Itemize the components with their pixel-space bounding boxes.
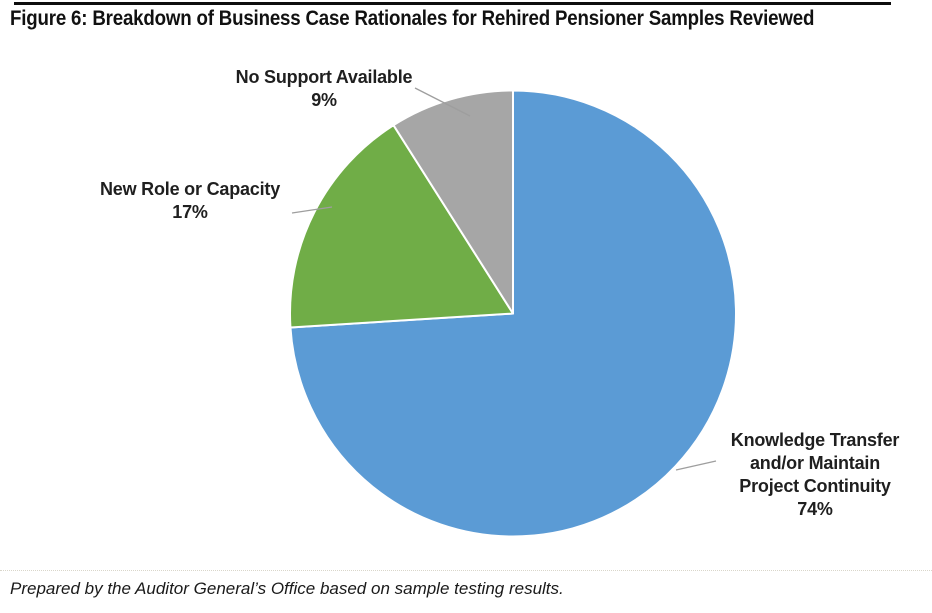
pie-slice-no-support-available [392,89,514,315]
callout-knowledge-transfer: Knowledge Transfer and/or Maintain Proje… [655,429,932,521]
callout-new-role: New Role or Capacity 17% [30,178,350,224]
footer-divider-line [0,570,932,571]
callout-no-support-label: No Support Available [235,67,413,87]
callout-knowledge-line-1: Knowledge Transfer [730,430,900,450]
leader-line-knowledge [675,460,717,471]
pie-slices [289,89,737,538]
callout-new-role-value: 17% [172,202,208,222]
leader-line-new-role [291,206,333,214]
callout-knowledge-value: 74% [797,499,833,519]
top-border-line [14,2,891,5]
pie-slice-new-role-or [289,124,514,329]
callout-knowledge-line-2: and/or Maintain [749,453,880,473]
figure-title: Figure 6: Breakdown of Business Case Rat… [10,7,815,30]
source-note: Prepared by the Auditor General’s Office… [10,579,564,598]
leader-line-no-support [414,87,471,117]
callout-no-support-value: 9% [311,90,337,110]
callout-new-role-label: New Role or Capacity [99,179,281,199]
callout-no-support: No Support Available 9% [164,66,484,112]
callout-knowledge-line-3: Project Continuity [739,476,891,496]
